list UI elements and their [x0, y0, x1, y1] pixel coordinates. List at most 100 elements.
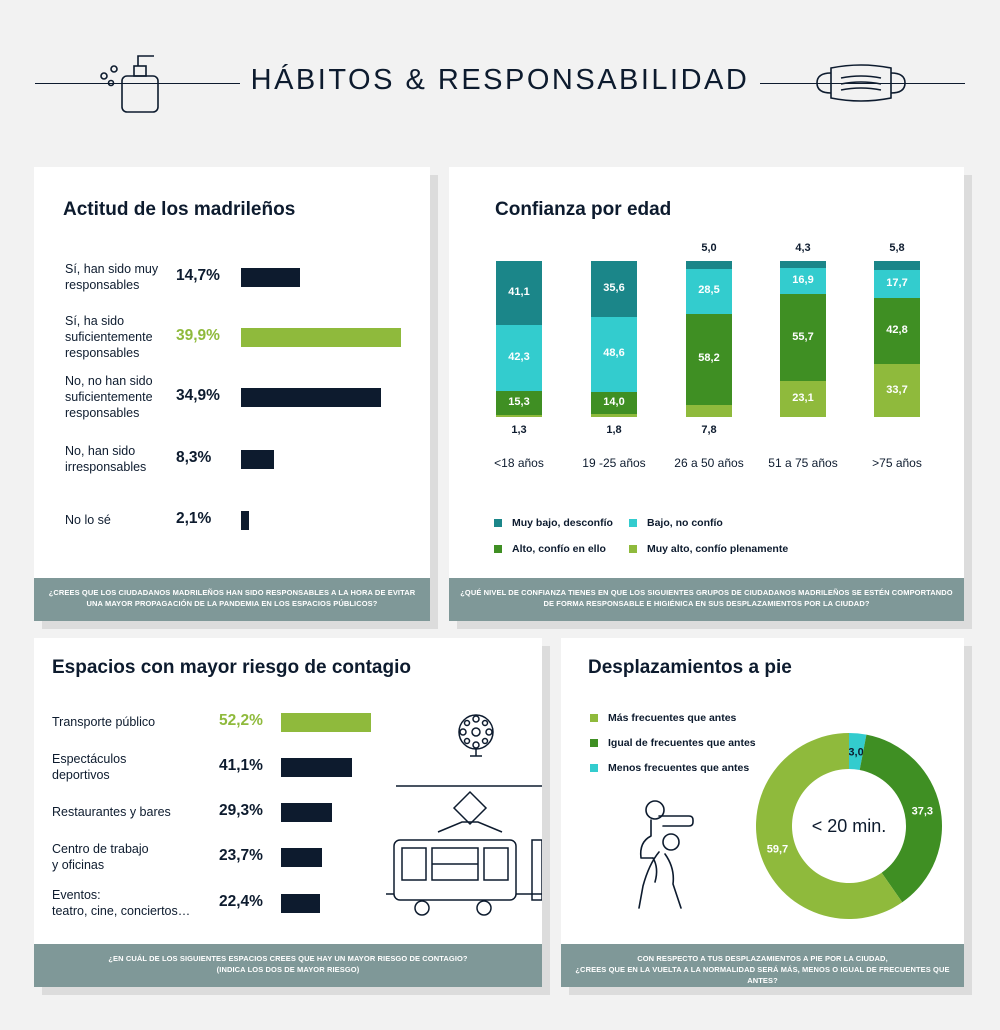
panel-walking: Desplazamientos a pie Más frecuentes que…	[561, 638, 964, 987]
segment-value-label: 16,9	[792, 273, 814, 286]
bar	[281, 847, 322, 867]
panel-trust-by-age: Confianza por edad 1,3 15,3 42,3 41,1 <18 añ…	[449, 167, 964, 621]
segment-value-label: 42,3	[508, 351, 530, 364]
category-label: No lo sé	[65, 512, 185, 528]
stacked-segment	[686, 404, 732, 417]
walker-carrying-child-icon	[638, 800, 694, 909]
bar	[241, 510, 250, 530]
legend-item: Bajo, no confío	[629, 517, 723, 529]
panel-risk-title: Espacios con mayor riesgo de contagio	[52, 657, 411, 678]
donut-slice	[756, 733, 903, 919]
category-label: >75 años	[872, 456, 922, 470]
panel-walking-footer: CON RESPECTO A TUS DESPLAZAMIENTOS A PIE…	[561, 944, 964, 987]
category-label: No, han sido irresponsables	[65, 443, 185, 475]
panel-attitude-footer: ¿CREES QUE LOS CIUDADANOS MADRILEÑOS HAN…	[34, 578, 430, 621]
panel-trust-footer: ¿QUÉ NIVEL DE CONFIANZA TIENES EN QUE LO…	[449, 578, 964, 621]
stacked-segment	[874, 364, 920, 417]
legend-swatch	[494, 545, 502, 553]
segment-value-label: 23,1	[792, 391, 814, 404]
header-rule-left	[35, 83, 240, 84]
category-label: 51 a 75 años	[768, 456, 838, 470]
category-label-line: Espectáculos	[52, 752, 127, 766]
legend-item: Igual de frecuentes que antes	[590, 737, 756, 749]
value-label: 22,4%	[219, 893, 263, 910]
segment-value-label: 5,0	[701, 242, 717, 254]
category-label: Espectáculos deportivos	[52, 751, 212, 783]
footer-line: ¿CREES QUE LOS CIUDADANOS MADRILEÑOS HAN…	[48, 588, 416, 597]
value-label: 8,3%	[176, 449, 212, 466]
category-label-line: suficientemente	[65, 330, 153, 344]
category-label-line: suficientemente	[65, 390, 153, 404]
value-label: 29,3%	[219, 802, 263, 819]
category-label: Restaurantes y bares	[52, 804, 212, 820]
segment-value-label: 7,8	[701, 424, 717, 436]
category-label-line: irresponsables	[65, 460, 147, 474]
hand-sanitizer-icon	[100, 55, 159, 113]
legend-swatch	[494, 519, 502, 527]
value-label: 39,9%	[176, 327, 220, 344]
donut-slice	[849, 733, 867, 771]
segment-value-label: 28,5	[698, 284, 720, 297]
category-label-line: Sí, han sido muy	[65, 262, 159, 276]
footer-line: (INDICA LOS DOS DE MAYOR RIESGO)	[216, 965, 360, 974]
category-label: Centro de trabajo y oficinas	[52, 841, 212, 873]
donut-slice	[859, 734, 942, 903]
category-label-line: responsables	[65, 406, 140, 420]
category-label-line: Restaurantes y bares	[52, 805, 171, 819]
panel-walking-title: Desplazamientos a pie	[588, 657, 792, 678]
segment-value-label: 58,2	[698, 352, 720, 365]
segment-value-label: 41,1	[508, 286, 530, 299]
stacked-segment	[591, 392, 637, 415]
legend-swatch	[590, 764, 598, 772]
value-label: 2,1%	[176, 510, 212, 527]
footer-line: ¿EN CUÁL DE LOS SIGUIENTES ESPACIOS CREE…	[108, 954, 468, 963]
bar	[281, 757, 352, 777]
page-title: HÁBITOS & RESPONSABILIDAD	[250, 64, 750, 96]
category-label: 19 -25 años	[582, 456, 646, 470]
category-label-line: responsables	[65, 346, 140, 360]
stacked-segment	[591, 414, 637, 417]
bar	[241, 387, 381, 407]
legend-item: Muy bajo, desconfío	[494, 517, 613, 529]
stacked-segment	[686, 261, 732, 269]
value-label: 14,7%	[176, 267, 220, 284]
bar	[281, 802, 332, 822]
segment-value-label: 55,7	[792, 330, 814, 343]
bar	[241, 449, 275, 469]
value-label: 34,9%	[176, 387, 220, 404]
bar	[241, 267, 300, 287]
category-label: Sí, ha sido suficientemente responsables	[65, 313, 185, 361]
stacked-segment	[874, 270, 920, 298]
value-label: 52,2%	[219, 712, 263, 729]
legend-item: Alto, confío en ello	[494, 543, 606, 555]
legend-label: Menos frecuentes que antes	[608, 762, 750, 774]
category-label-line: No, no han sido	[65, 374, 153, 388]
segment-value-label: 42,8	[886, 324, 908, 337]
segment-value-label: 33,7	[886, 383, 908, 396]
segment-value-label: 4,3	[795, 242, 811, 254]
stacked-segment	[496, 391, 542, 415]
category-label-line: No lo sé	[65, 513, 111, 527]
category-label-line: No, han sido	[65, 444, 136, 458]
legend-label: Muy bajo, desconfío	[512, 517, 613, 529]
stacked-segment	[591, 316, 637, 393]
category-label-line: teatro, cine, conciertos…	[52, 904, 191, 918]
panel-risk-footer: ¿EN CUÁL DE LOS SIGUIENTES ESPACIOS CREE…	[34, 944, 542, 987]
stacked-segment	[686, 268, 732, 314]
legend-swatch	[629, 519, 637, 527]
legend-label: Muy alto, confío plenamente	[647, 543, 789, 555]
bar	[241, 327, 401, 347]
stacked-segment	[686, 313, 732, 405]
legend-item: Muy alto, confío plenamente	[629, 543, 788, 555]
category-label: 26 a 50 años	[674, 456, 744, 470]
stacked-segment	[874, 261, 920, 271]
stacked-segment	[780, 267, 826, 295]
panel-trust-title: Confianza por edad	[495, 199, 672, 220]
legend-swatch	[590, 714, 598, 722]
donut-value-label: 37,3	[912, 805, 933, 817]
category-label-line: Sí, ha sido	[65, 314, 125, 328]
footer-line: ¿CREES QUE EN LA VUELTA A LA NORMALIDAD …	[575, 965, 950, 985]
value-label: 23,7%	[219, 847, 263, 864]
legend-item: Menos frecuentes que antes	[590, 762, 749, 774]
value-label: 41,1%	[219, 757, 263, 774]
